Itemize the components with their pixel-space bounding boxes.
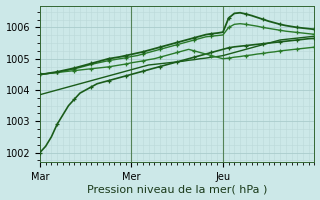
X-axis label: Pression niveau de la mer( hPa ): Pression niveau de la mer( hPa )	[87, 184, 268, 194]
